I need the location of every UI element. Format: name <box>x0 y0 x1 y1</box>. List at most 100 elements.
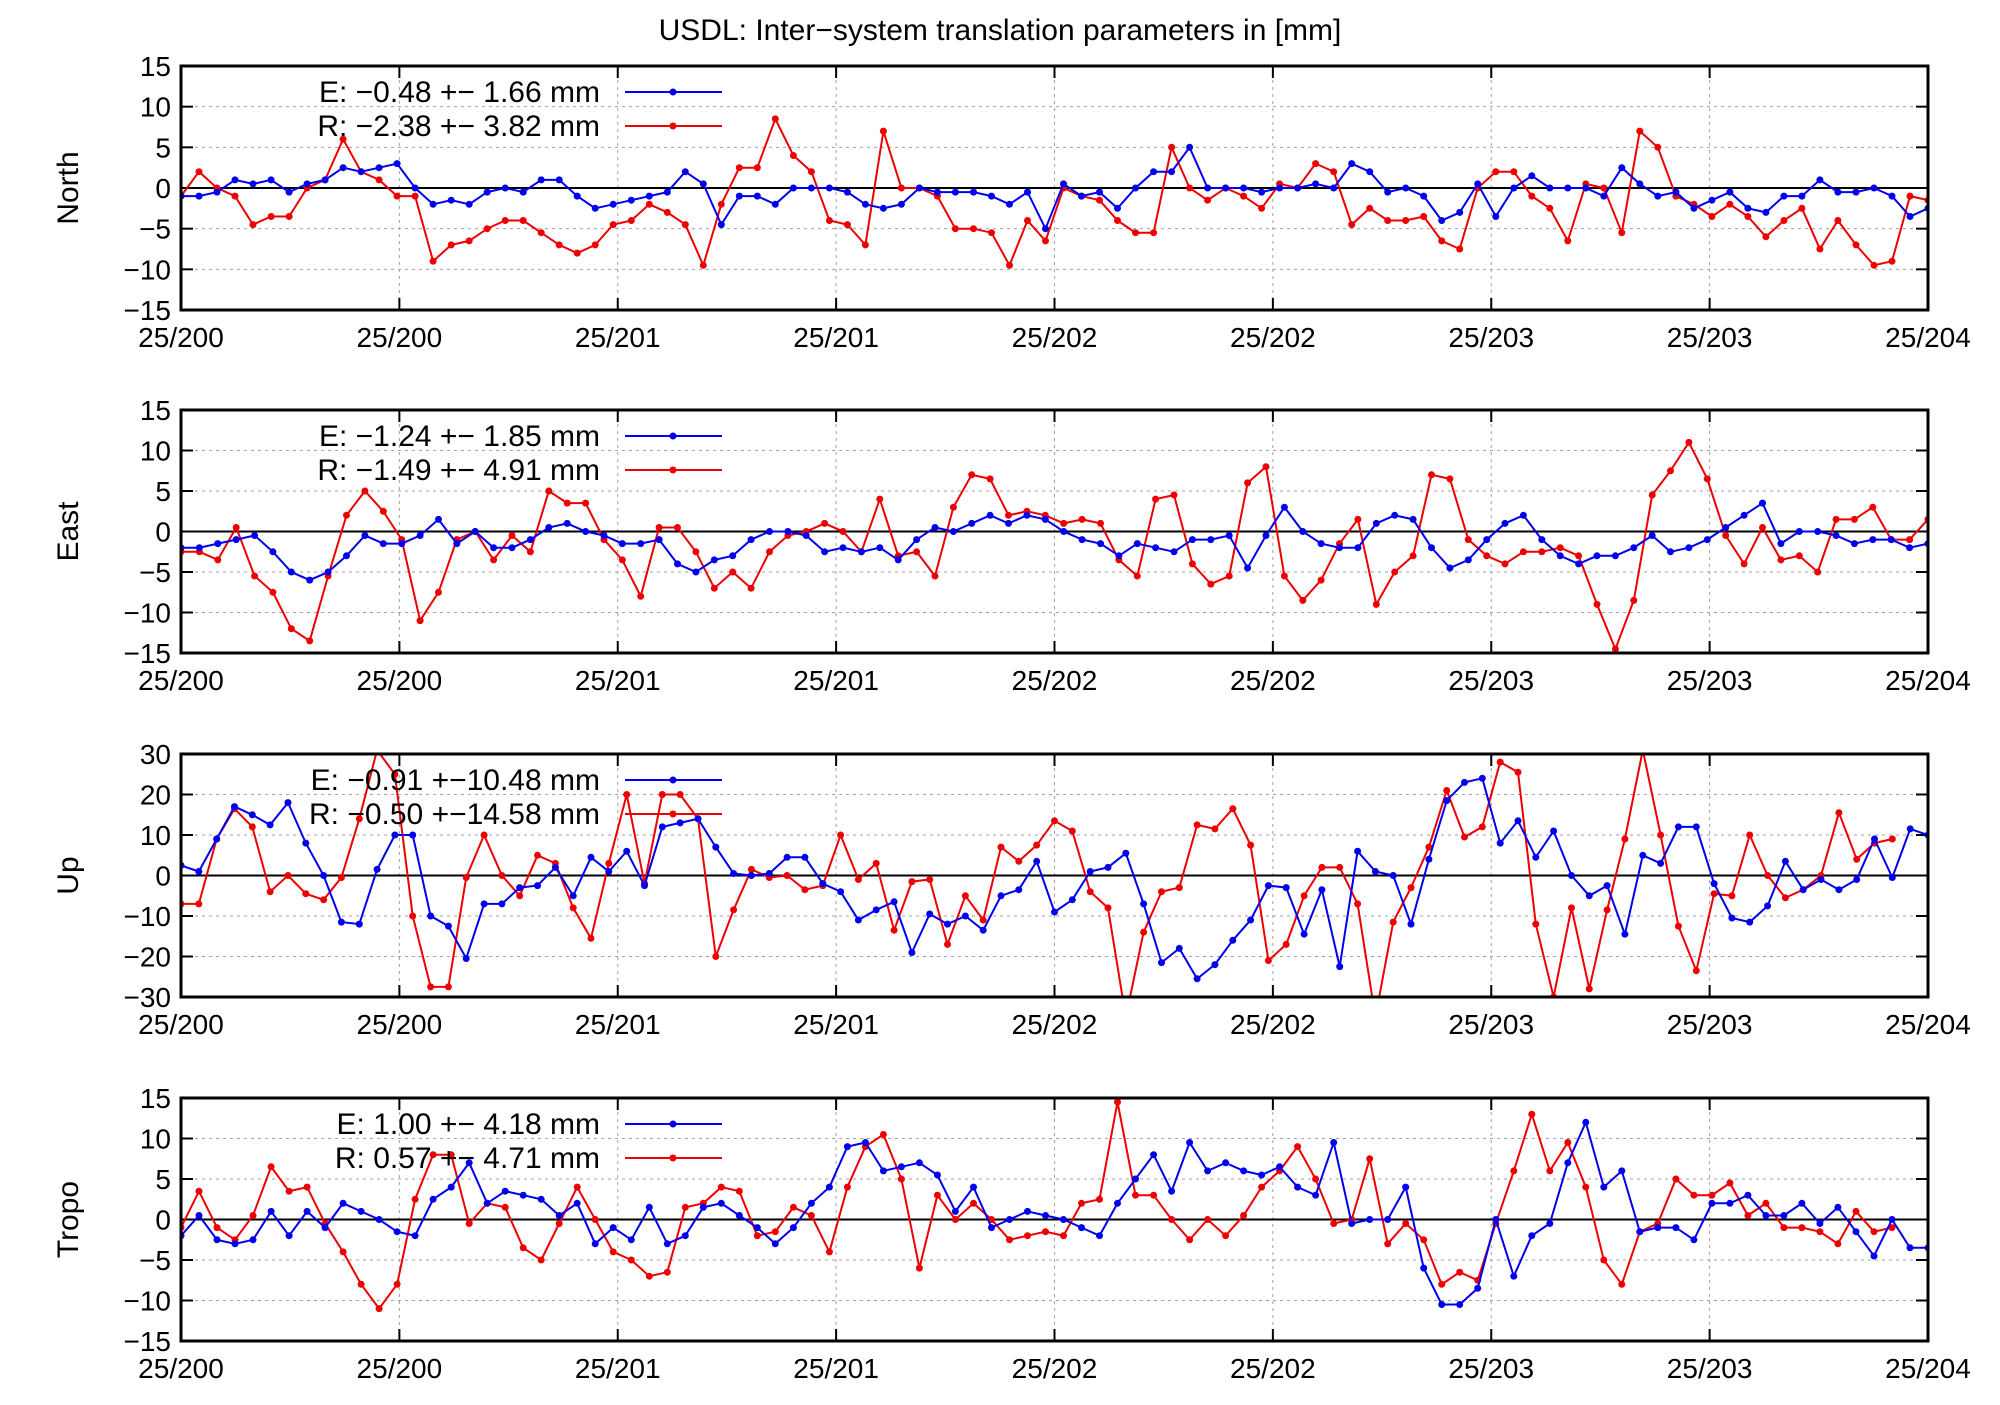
east-data-point <box>1299 528 1307 535</box>
north-data-point <box>1060 180 1067 188</box>
tropo-y-tick-label: −15 <box>124 1326 172 1357</box>
north-data-point <box>357 168 365 176</box>
up-series-r <box>181 754 1896 997</box>
tropo-data-point <box>591 1240 599 1248</box>
tropo-data-point <box>1816 1220 1824 1227</box>
tropo-data-point <box>970 1199 977 1207</box>
tropo-data-point <box>1096 1195 1103 1203</box>
up-data-point <box>908 878 916 886</box>
tropo-data-point <box>1564 1139 1572 1146</box>
north-data-point <box>1870 184 1878 192</box>
up-y-tick-label: 30 <box>140 739 171 770</box>
north-data-point <box>1510 184 1518 192</box>
north-data-point <box>1852 188 1860 196</box>
east-y-tick-label: 10 <box>140 436 171 467</box>
north-data-point <box>1582 184 1590 192</box>
tropo-series-e <box>181 1118 1928 1308</box>
north-data-point <box>249 221 257 229</box>
tropo-data-point <box>1060 1216 1067 1223</box>
east-data-point <box>618 556 626 564</box>
up-data-point <box>658 823 666 831</box>
east-data-point <box>913 536 921 544</box>
up-data-point <box>516 892 524 900</box>
east-data-point <box>1667 467 1674 475</box>
east-data-point <box>1556 544 1564 552</box>
east-y-tick-label: 15 <box>140 395 171 426</box>
tropo-data-point <box>807 1212 815 1219</box>
east-data-point <box>1519 548 1527 556</box>
up-data-point <box>231 803 238 811</box>
east-data-point <box>1722 532 1730 539</box>
east-data-point <box>710 584 718 592</box>
north-data-point <box>1330 184 1338 192</box>
tropo-data-point <box>1546 1167 1554 1175</box>
tropo-data-point <box>1690 1236 1698 1244</box>
north-data-point <box>1438 217 1446 224</box>
up-data-point <box>872 906 880 914</box>
east-y-tick-label: 0 <box>155 517 171 548</box>
east-data-point <box>1630 596 1638 604</box>
up-data-point <box>1657 859 1665 867</box>
east-data-point <box>1097 519 1104 527</box>
north-data-point <box>933 188 941 196</box>
up-data-point <box>1888 874 1896 881</box>
east-data-point <box>1464 556 1472 564</box>
north-data-point <box>735 192 743 200</box>
north-data-point <box>465 200 473 208</box>
tropo-y-tick-label: −5 <box>139 1245 171 1276</box>
east-data-point <box>1060 528 1068 535</box>
tropo-data-point <box>1510 1272 1518 1280</box>
east-data-point <box>1152 544 1160 552</box>
tropo-data-point <box>609 1248 617 1256</box>
north-data-point <box>285 213 293 220</box>
east-data-point <box>287 625 295 633</box>
north-data-point <box>1006 200 1013 208</box>
east-data-point <box>269 588 277 596</box>
up-data-point <box>1674 922 1682 930</box>
up-data-point <box>1853 876 1861 883</box>
up-data-point <box>480 900 488 908</box>
tropo-data-point <box>1744 1212 1752 1219</box>
north-data-point <box>699 180 707 188</box>
east-data-point <box>1575 560 1583 568</box>
tropo-data-point <box>735 1212 743 1219</box>
up-data-point <box>1336 863 1344 871</box>
up-data-point <box>890 926 898 934</box>
north-data-point <box>1096 196 1103 204</box>
east-data-point <box>1133 572 1141 580</box>
up-data-point <box>747 872 755 879</box>
east-data-point <box>1722 524 1730 531</box>
north-data-point <box>1492 168 1500 176</box>
up-data-point <box>587 853 595 861</box>
north-series-e <box>181 143 1928 233</box>
east-data-point <box>1317 576 1325 584</box>
north-data-point <box>555 241 563 249</box>
up-data-point <box>1140 928 1148 936</box>
up-data-point <box>1781 894 1789 902</box>
north-data-point <box>663 208 671 216</box>
up-data-point <box>1514 768 1522 776</box>
up-y-tick-label: 0 <box>155 861 171 892</box>
north-data-point <box>681 221 689 229</box>
tropo-data-point <box>1816 1228 1824 1236</box>
east-data-point <box>490 556 498 564</box>
east-data-point <box>949 503 957 511</box>
north-data-point <box>1348 221 1356 229</box>
east-data-point <box>1170 548 1178 556</box>
north-data-point <box>627 217 635 224</box>
east-data-point <box>1906 544 1914 552</box>
north-data-point <box>339 164 347 172</box>
up-data-point <box>1211 961 1219 969</box>
tropo-data-point <box>393 1228 401 1236</box>
east-data-point <box>435 588 442 596</box>
north-data-point <box>375 176 383 184</box>
tropo-data-point <box>915 1264 923 1272</box>
north-data-point <box>663 188 671 196</box>
tropo-data-point <box>1744 1191 1752 1199</box>
tropo-data-point <box>1852 1228 1860 1236</box>
tropo-data-point <box>1546 1220 1554 1227</box>
north-legend-label: E: −0.48 +− 1.66 mm <box>319 76 600 109</box>
north-data-point <box>1132 229 1139 237</box>
east-data-point <box>1814 528 1822 535</box>
